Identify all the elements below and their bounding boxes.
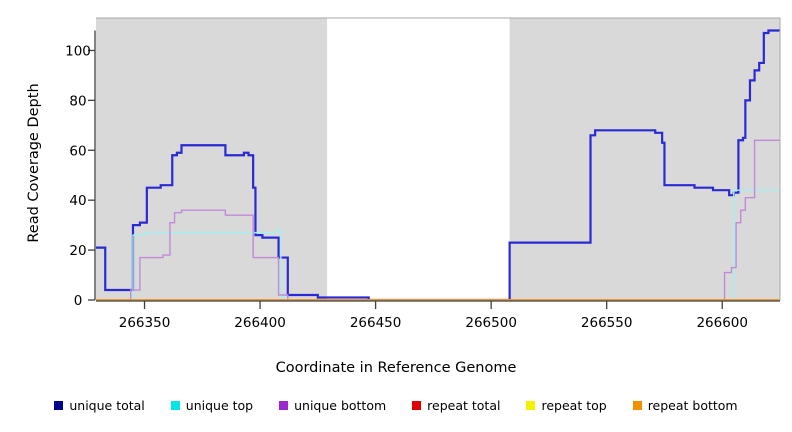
x-tick-label: 266550 (581, 315, 633, 331)
legend-item-repeat-total: repeat total (412, 398, 500, 413)
legend-item-unique-top: unique top (170, 398, 254, 413)
plot-area: 0 20 40 60 80 100 266350 266400 266450 266500 2665… (65, 17, 781, 331)
legend-swatch-icon (632, 401, 642, 410)
x-axis-title: Coordinate in Reference Genome (275, 360, 517, 376)
legend-swatch-icon (412, 401, 422, 410)
shaded-region-1 (509, 18, 780, 300)
y-tick-label: 0 (74, 293, 83, 309)
x-tick-label: 266500 (465, 315, 517, 331)
y-tick-label: 20 (69, 243, 86, 259)
legend-item-label: unique total (69, 398, 145, 413)
coverage-chart: 0 20 40 60 80 100 266350 266400 266450 266500 2665… (65, 17, 781, 331)
x-tick-label: 266350 (119, 315, 171, 331)
x-tick-label: 266400 (234, 315, 286, 331)
y-tick-label: 100 (65, 43, 91, 59)
legend-item-label: unique top (185, 398, 254, 413)
legend-item-unique-bottom: unique bottom (279, 398, 386, 413)
x-tick-label: 266450 (350, 315, 402, 331)
plot-background (96, 18, 780, 300)
legend-item-label: unique bottom (294, 398, 387, 413)
y-tick-label: 80 (69, 93, 86, 109)
legend-item-label: repeat bottom (647, 398, 738, 413)
series-unique-bottom (96, 139, 780, 301)
y-tick-label: 40 (69, 193, 86, 209)
x-tick-label: 266600 (696, 315, 748, 331)
legend-swatch-icon (526, 401, 536, 410)
legend-swatch-icon (54, 401, 64, 410)
tick-label-layer: 0 20 40 60 80 100 266350 266400 266450 266500 2665… (65, 43, 748, 331)
legend-item-unique-total: unique total (54, 398, 145, 413)
legend-item-label: repeat total (427, 398, 501, 413)
series-layer (96, 29, 780, 302)
axis-layer (88, 17, 781, 309)
legend-item-label: repeat top (541, 398, 607, 413)
chart-legend: unique total unique top unique bottom repea… (0, 398, 792, 413)
y-axis-title: Read Coverage Depth (26, 83, 42, 243)
legend-item-repeat-top: repeat top (526, 398, 607, 413)
shaded-region-0 (96, 18, 328, 300)
y-tick-label: 60 (69, 143, 86, 159)
legend-item-repeat-bottom: repeat bottom (632, 398, 738, 413)
legend-swatch-icon (170, 401, 180, 410)
legend-swatch-icon (279, 401, 289, 410)
